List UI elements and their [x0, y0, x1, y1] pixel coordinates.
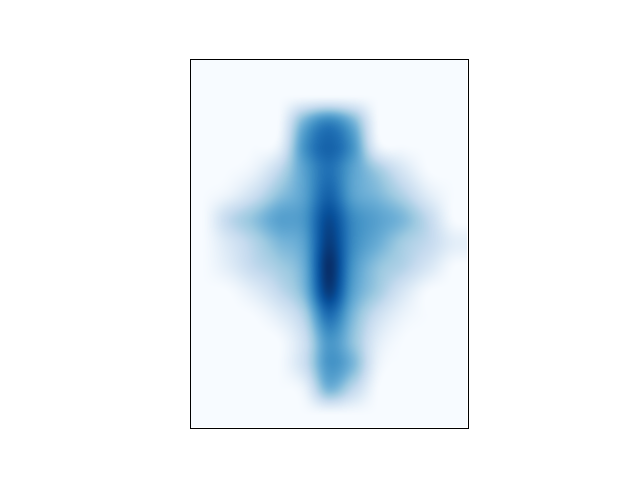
- heatmap: [190, 59, 467, 427]
